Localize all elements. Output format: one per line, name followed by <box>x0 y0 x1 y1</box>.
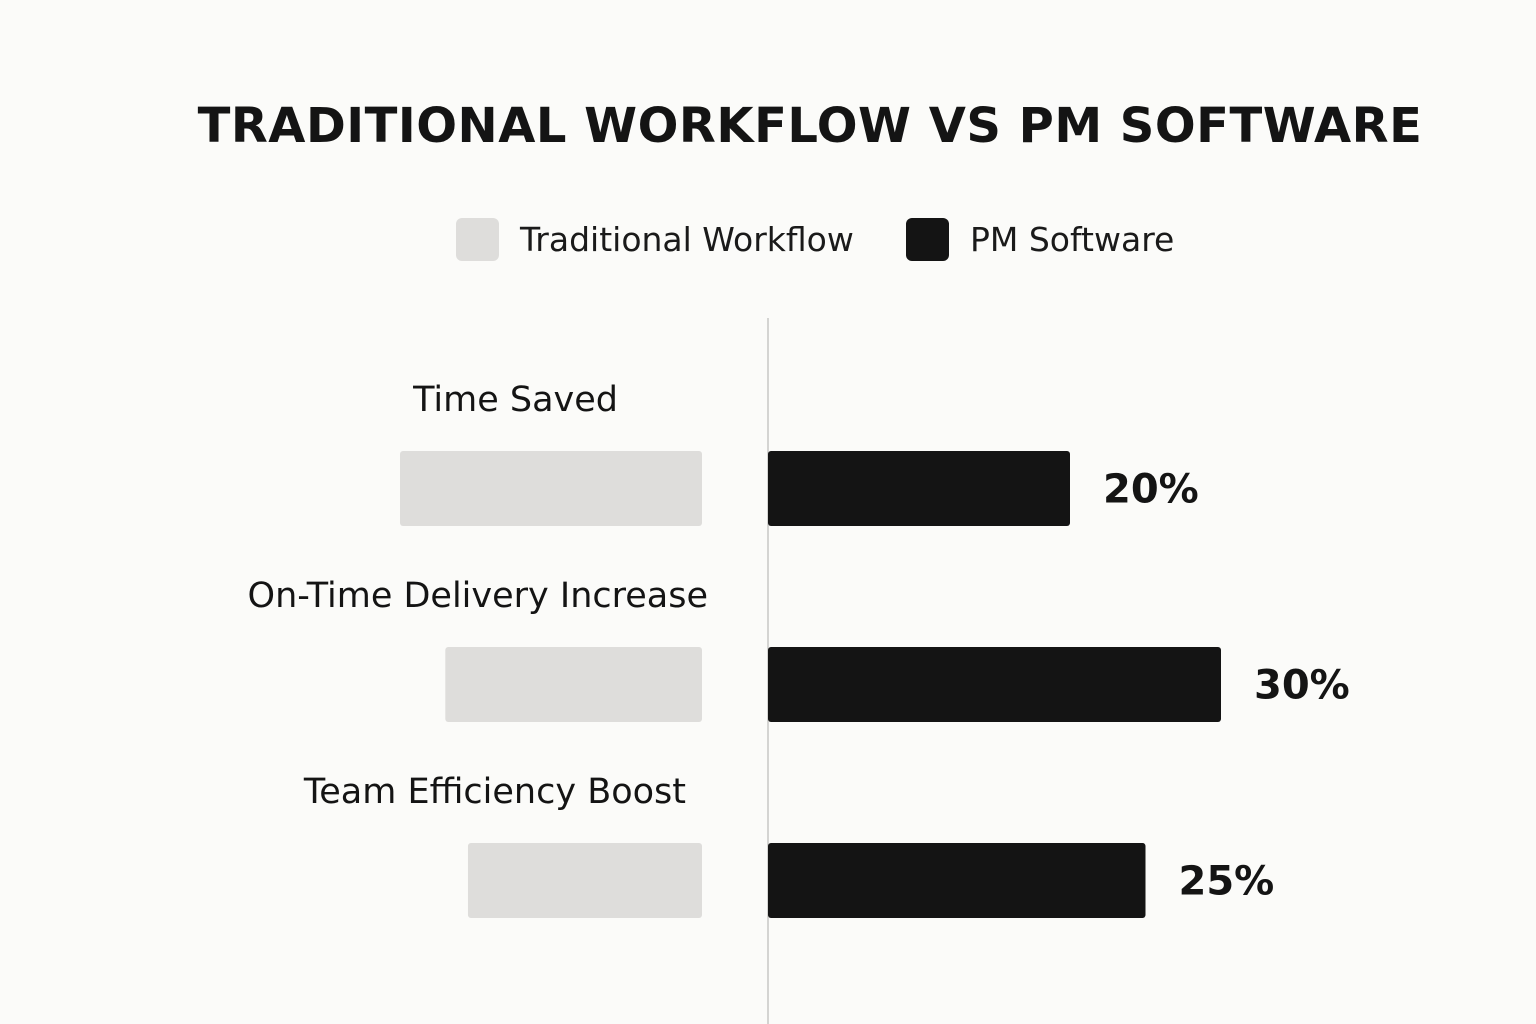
bar-pm-software-1 <box>768 647 1221 722</box>
bar-pm-software-0 <box>768 451 1070 526</box>
legend-item-traditional: Traditional Workflow <box>456 216 854 262</box>
bar-traditional-1 <box>445 647 702 722</box>
bar-traditional-2 <box>467 843 702 918</box>
bar-pm-software-2 <box>768 843 1146 918</box>
legend-swatch-traditional <box>456 217 499 261</box>
data-label-pm-software-1: 30% <box>1254 663 1350 709</box>
category-label-0: Time Saved <box>412 380 618 420</box>
bar-traditional-0 <box>400 451 702 526</box>
data-label-pm-software-2: 25% <box>1179 859 1275 905</box>
category-label-1: On-Time Delivery Increase <box>248 576 708 616</box>
category-label-2: Team Efficiency Boost <box>303 772 686 812</box>
legend-item-pm-software: PM Software <box>906 216 1174 262</box>
legend-label-pm-software: PM Software <box>970 219 1175 259</box>
chart-title: TRADITIONAL WORKFLOW VS PM SOFTWARE <box>197 98 1423 154</box>
data-label-pm-software-0: 20% <box>1103 467 1199 513</box>
legend-swatch-pm-software <box>906 217 949 261</box>
legend-label-traditional: Traditional Workflow <box>520 219 854 259</box>
